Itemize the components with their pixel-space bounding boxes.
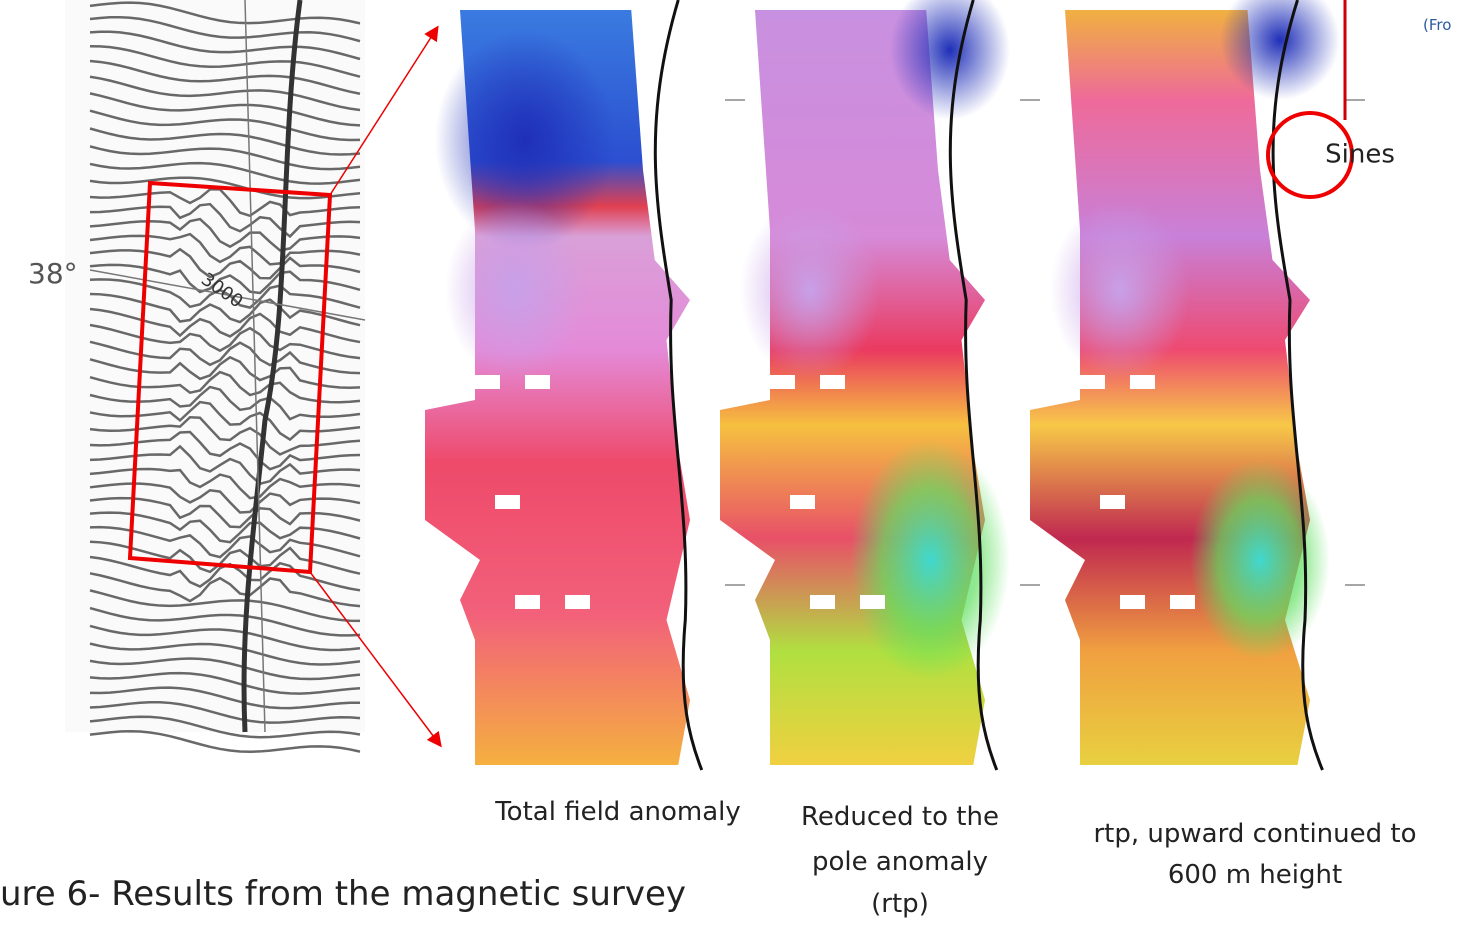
data-gap bbox=[515, 595, 540, 609]
anomaly-blob bbox=[445, 200, 585, 380]
data-gap bbox=[495, 495, 520, 509]
data-gap bbox=[790, 495, 815, 509]
anomaly-blob bbox=[1190, 460, 1330, 660]
data-gap bbox=[565, 595, 590, 609]
panel-label: Total field anomaly bbox=[494, 797, 741, 827]
contour-line bbox=[90, 731, 360, 752]
anomaly-blob bbox=[850, 440, 1010, 680]
data-gap bbox=[810, 595, 835, 609]
anomaly-blob bbox=[1050, 200, 1190, 380]
place-label: Sines bbox=[1325, 140, 1395, 170]
data-gap bbox=[1130, 375, 1155, 389]
source-note: (Fro bbox=[1423, 16, 1451, 34]
slide: 38° 3000 Total field anomalyReduced to t… bbox=[0, 0, 1465, 930]
latitude-label: 38° bbox=[28, 257, 78, 290]
data-gap bbox=[525, 375, 550, 389]
panel-label: rtp, upward continued to bbox=[1093, 819, 1416, 849]
panel-label: (rtp) bbox=[871, 889, 929, 919]
panel-label: pole anomaly bbox=[812, 847, 988, 877]
data-gap bbox=[1170, 595, 1195, 609]
panel-label: 600 m height bbox=[1168, 860, 1342, 890]
data-gap bbox=[1100, 495, 1125, 509]
data-gap bbox=[770, 375, 795, 389]
data-gap bbox=[1080, 375, 1105, 389]
data-gap bbox=[860, 595, 885, 609]
data-gap bbox=[1120, 595, 1145, 609]
panel-label: Reduced to the bbox=[801, 802, 999, 832]
data-gap bbox=[820, 375, 845, 389]
caption: ure 6- Results from the magnetic survey bbox=[0, 874, 686, 914]
data-gap bbox=[475, 375, 500, 389]
anomaly-blob bbox=[740, 200, 880, 380]
page: 38° 3000 Total field anomalyReduced to t… bbox=[0, 0, 1465, 930]
